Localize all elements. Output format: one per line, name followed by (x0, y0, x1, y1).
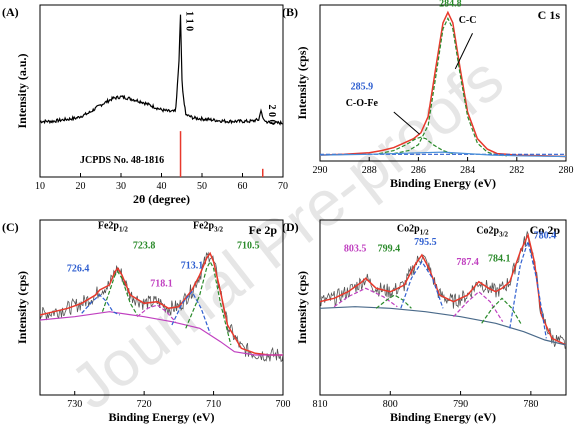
panel-a: 10 20 30 40 50 60 70 2θ (degree) Intensity (a.u.… (2, 4, 288, 206)
x-axis-title: Binding Energy (eV) (390, 410, 496, 424)
peak-annotation: 718.1 (150, 279, 173, 290)
x-tick-label: 70 (278, 181, 288, 192)
panel-b: 290 288 286 284 282 280 Binding Energy (eV) Int… (282, 0, 574, 190)
x-tick-label: 720 (137, 399, 152, 410)
peak-annotation: C-O-Fe (346, 98, 379, 109)
series-component (378, 136, 453, 155)
peak-annotation: 713.1 (181, 260, 204, 271)
plot-area (320, 10, 566, 158)
x-tick-label: 800 (383, 399, 398, 410)
panel-title: Fe 2p (249, 223, 278, 237)
x-tick-label: 10 (35, 181, 45, 192)
panel-label: (A) (2, 5, 19, 19)
x-axis-title: Binding Energy (eV) (108, 410, 214, 424)
annotation-arrow (454, 33, 473, 70)
series-component (375, 294, 412, 309)
panel-c: 730 720 710 700 Binding Energy (eV) Intensity… (2, 219, 291, 424)
series-component (136, 304, 176, 323)
y-axis-title: Intensity (a.u.) (15, 53, 29, 128)
peak-annotation: 710.5 (237, 240, 260, 251)
peak-annotation: 784.1 (488, 254, 511, 265)
series-fit (320, 232, 566, 346)
x-tick-label: 290 (313, 165, 328, 176)
series-baseline (320, 151, 566, 158)
series-component (101, 270, 138, 316)
panel-title: Co 2p (530, 223, 561, 237)
series-background (40, 311, 283, 356)
plot-frame (39, 4, 284, 178)
x-tick-label: 30 (116, 181, 126, 192)
panel-d: 810 800 790 780 Binding Energy (eV) Intensity… (282, 219, 567, 424)
peak-annotation: 726.4 (67, 264, 90, 275)
x-tick-label: 40 (157, 181, 167, 192)
peak-annotation: 803.5 (344, 244, 367, 255)
peak-annotation: 799.4 (378, 244, 401, 255)
y-axis-title: Intensity (cps) (15, 271, 29, 344)
series-component (333, 287, 398, 308)
peak-annotation: 780.4 (534, 230, 557, 241)
series-component (453, 290, 504, 323)
peak-annotation: 723.8 (133, 240, 156, 251)
plot-area (320, 230, 566, 349)
x-tick-label: 282 (509, 165, 524, 176)
series-component (81, 294, 121, 316)
y-axis-title: Intensity (cps) (295, 271, 309, 344)
x-tick-label: 730 (67, 399, 82, 410)
plot-frame (39, 219, 284, 396)
peak-label: 1 1 0 (184, 11, 195, 31)
series-background (320, 306, 566, 346)
series-component (171, 290, 211, 334)
series-component (400, 260, 444, 309)
x-axis-title: 2θ (degree) (133, 192, 190, 206)
x-tick-label: 60 (238, 181, 248, 192)
x-tick-label: 50 (197, 181, 207, 192)
panel-label: (D) (282, 220, 299, 234)
peak-annotation: 284.8 (439, 0, 462, 9)
x-tick-label: 790 (453, 399, 468, 410)
panel-title: C 1s (538, 8, 561, 22)
plot-area (40, 251, 283, 363)
x-axis-title: Binding Energy (eV) (390, 176, 496, 190)
peak-annotation: 787.4 (456, 257, 479, 268)
x-tick-label: 288 (362, 165, 377, 176)
peak-annotation: C-C (459, 15, 477, 26)
peak-annotation: Fe2p1/2 (98, 220, 129, 233)
peak-annotation: 285.9 (351, 82, 374, 93)
annotation-arrow (393, 111, 420, 135)
series-component (393, 16, 508, 157)
series-raw (40, 251, 283, 363)
peak-annotation: Co2p3/2 (476, 225, 508, 238)
series-component (509, 239, 547, 339)
series-fit (40, 251, 283, 356)
peak-label: 2 0 0 (266, 105, 277, 125)
plot-frame (319, 219, 567, 396)
x-tick-label: 286 (411, 165, 426, 176)
peak-annotation: Co2p1/2 (397, 224, 429, 237)
panel-label: (C) (2, 220, 19, 234)
x-tick-label: 280 (559, 165, 574, 176)
peak-annotation: 795.5 (414, 237, 437, 248)
x-tick-label: 780 (523, 399, 538, 410)
series-line (40, 14, 283, 126)
plot-area (40, 14, 283, 177)
series-component (481, 297, 523, 326)
series-component (185, 260, 232, 346)
y-axis-title: Intensity (cps) (295, 46, 309, 119)
panel-label: (B) (282, 5, 298, 19)
x-tick-label: 810 (313, 399, 328, 410)
reference-label: JCPDS No. 48-1816 (80, 155, 164, 166)
plot-frame (319, 4, 567, 162)
x-tick-label: 710 (206, 399, 221, 410)
x-tick-label: 284 (460, 165, 475, 176)
peak-annotation: Fe2p3/2 (193, 220, 224, 233)
x-tick-label: 700 (276, 399, 291, 410)
x-tick-label: 20 (76, 181, 86, 192)
